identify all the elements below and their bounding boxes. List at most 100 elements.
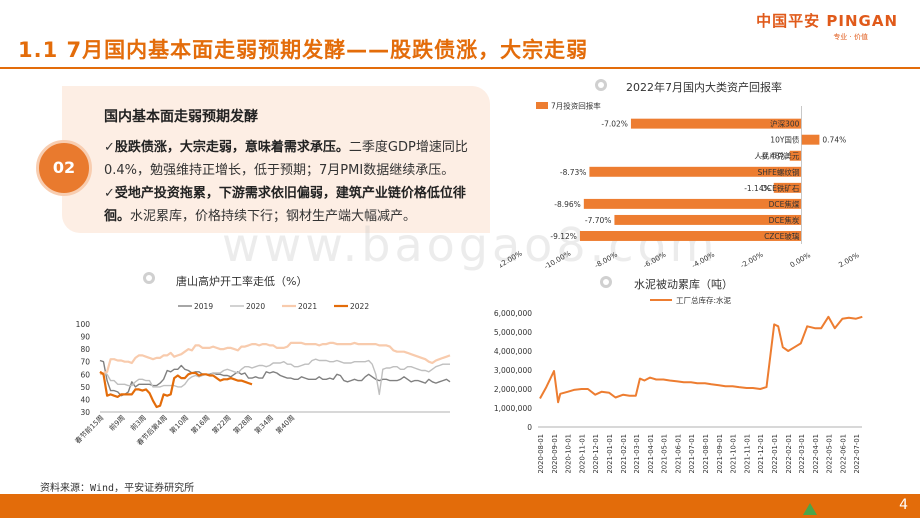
- x-tick-label: 2022-02-01: [785, 434, 793, 474]
- y-tick-label: 30: [80, 408, 90, 417]
- x-tick-label: 第10周: [168, 413, 191, 436]
- series-line-2019: [99, 359, 451, 397]
- bar: [614, 214, 802, 225]
- bar-category-label: DCE焦煤: [769, 199, 800, 209]
- footer-bar: [0, 494, 920, 518]
- x-tick-label: 前9周: [107, 413, 126, 432]
- x-tick-label: 2020-11-01: [579, 434, 587, 474]
- x-tick-label: 第34周: [253, 413, 276, 436]
- cement-line-chart: 0 1,000,000 2,000,000 3,000,000 4,000,000 5,0…: [494, 295, 863, 474]
- furnace-line-chart: 304050607080901002019 2020 2021 2022春节前15周前…: [73, 302, 451, 447]
- y-tick-label: 2,000,000: [494, 385, 532, 394]
- x-tick-label: 2022-01-01: [771, 434, 779, 474]
- bar-value-label: -7.02%: [601, 120, 628, 129]
- x-tick-label: -8.00%: [593, 250, 619, 269]
- y-tick-label: 50: [80, 383, 90, 392]
- x-tick-label: 0.00%: [789, 251, 813, 269]
- y-tick-label: 80: [80, 345, 90, 354]
- x-tick-label: 2021-04-01: [647, 434, 655, 474]
- x-tick-label: -6.00%: [642, 250, 668, 269]
- bar-category-label: SHFE螺纹钢: [757, 167, 799, 177]
- x-tick-label: 2021-09-01: [716, 434, 724, 474]
- x-tick-label: 2021-06-01: [674, 434, 682, 474]
- x-tick-label: 第22周: [210, 413, 233, 436]
- x-tick-label: 第28周: [231, 413, 254, 436]
- x-tick-label: 2021-03-01: [633, 434, 641, 474]
- y-tick-label: 90: [80, 333, 90, 342]
- x-tick-label: 2021-07-01: [688, 434, 696, 474]
- bar-category-label: 10Y国债: [770, 135, 800, 145]
- bar: [773, 182, 802, 193]
- legend-label: 2020: [246, 302, 265, 311]
- bullet-2-bold: 受地产投资拖累，下游需求依旧偏弱，建筑产业链价格低位徘徊。: [104, 186, 466, 224]
- logo-slogan: 专业 · 价值: [833, 33, 868, 41]
- y-tick-label: 4,000,000: [494, 347, 532, 356]
- y-tick-label: 6,000,000: [494, 309, 532, 318]
- bar: [630, 118, 802, 129]
- y-tick-label: 3,000,000: [494, 366, 532, 375]
- bar-category-label: CZCE玻璃: [764, 231, 800, 241]
- watermark: www.baogao8.com: [222, 218, 719, 272]
- y-tick-label: 0: [527, 423, 532, 432]
- bar-category-label: 人民币兑美元: [754, 151, 799, 161]
- legend-label: 2021: [298, 302, 317, 311]
- company-logo: 中国平安 PINGAN 专业 · 价值: [756, 10, 898, 42]
- bar-category-label: DCE焦炭: [769, 215, 800, 225]
- logo-text: 中国平安 PINGAN: [756, 12, 898, 30]
- bar-value-label: -1.14%: [744, 184, 771, 193]
- legend-label: 7月投资回报率: [551, 101, 601, 111]
- y-tick-label: 5,000,000: [494, 328, 532, 337]
- target-icon: [595, 79, 607, 91]
- x-tick-label: 前3周: [128, 413, 147, 432]
- bar: [801, 134, 820, 145]
- bar-value-label: -8.96%: [554, 200, 581, 209]
- x-tick-label: 2.00%: [837, 251, 861, 269]
- bar-value-label: 0.74%: [822, 136, 846, 145]
- cement-chart-title: 水泥被动累库（吨）: [634, 278, 733, 291]
- page-number: 4: [899, 497, 908, 513]
- returns-bar-chart: 7月投资回报率-7.02% 沪深300 0.74% 10Y国债 -0.48%人民币兑美元…: [500, 101, 861, 271]
- series-line-2021: [99, 341, 451, 376]
- page-title: 1.1 7月国内基本面走弱预期发酵——股跌债涨，大宗走弱: [18, 38, 589, 62]
- target-icon: [600, 276, 612, 288]
- title-divider: [0, 67, 920, 69]
- summary-body: ✓股跌债涨，大宗走弱，意味着需求承压。二季度GDP增速同比0.4%，勉强维持正增…: [104, 136, 482, 228]
- legend-label: 2022: [350, 302, 369, 311]
- bullet-2-text: 水泥累库，价格持续下行；钢材生产端大幅减产。: [130, 209, 417, 224]
- legend-label: 2019: [194, 302, 213, 311]
- y-tick-label: 70: [80, 358, 90, 367]
- summary-bullet-2: ✓受地产投资拖累，下游需求依旧偏弱，建筑产业链价格低位徘徊。水泥累库，价格持续下…: [104, 186, 466, 224]
- x-tick-label: -4.00%: [691, 250, 717, 269]
- x-tick-label: 第40周: [274, 413, 297, 436]
- x-tick-label: -12.00%: [500, 249, 524, 270]
- legend-label: 工厂总库存:水泥: [676, 295, 732, 305]
- x-tick-label: 2020-08-01: [537, 434, 545, 474]
- series-line-2020: [100, 358, 450, 396]
- summary-bullet-1: ✓股跌债涨，大宗走弱，意味着需求承压。二季度GDP增速同比0.4%，勉强维持正增…: [104, 140, 468, 178]
- x-tick-label: 2021-02-01: [620, 434, 628, 474]
- x-tick-label: 2020-09-01: [551, 434, 559, 474]
- bar: [583, 198, 802, 209]
- summary-card: [62, 86, 490, 233]
- bar-value-label: -0.48%: [760, 152, 787, 161]
- footer-logo-mark: [803, 503, 817, 515]
- x-tick-label: 2022-03-01: [798, 434, 806, 474]
- bar: [789, 150, 802, 161]
- bar-category-label: 沪深300: [770, 119, 800, 129]
- x-tick-label: 2021-01-01: [606, 434, 614, 474]
- bullet-1-bold: 股跌债涨，大宗走弱，意味着需求承压。: [114, 140, 349, 155]
- y-tick-label: 60: [80, 370, 90, 379]
- x-tick-label: 2022-05-01: [825, 434, 833, 474]
- x-tick-label: 2021-11-01: [744, 434, 752, 474]
- bullet-1-text: 二季度GDP增速同比0.4%，勉强维持正增长，低于预期；7月PMI数据继续承压。: [104, 140, 468, 178]
- x-tick-label: 2020-12-01: [592, 434, 600, 474]
- x-tick-label: 第16周: [189, 413, 212, 436]
- bar-category-label: DCE铁矿石: [761, 183, 800, 193]
- x-tick-label: 2022-07-01: [853, 434, 861, 474]
- x-tick-label: 2021-12-01: [757, 434, 765, 474]
- x-tick-label: 2021-08-01: [702, 434, 710, 474]
- x-tick-label: -10.00%: [543, 249, 573, 270]
- bar-value-label: -8.73%: [560, 168, 587, 177]
- series-line-cement: [539, 315, 863, 404]
- bar: [579, 231, 802, 241]
